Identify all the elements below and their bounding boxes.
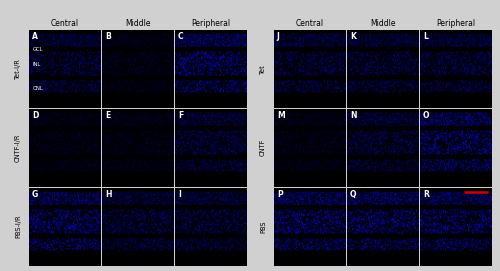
Text: M: M (277, 111, 284, 120)
Text: J: J (277, 32, 280, 41)
Text: F: F (178, 111, 183, 120)
Text: CNTF: CNTF (260, 139, 266, 156)
Text: Tet-I/R: Tet-I/R (15, 58, 21, 79)
Text: ONL: ONL (32, 86, 44, 92)
Text: B: B (105, 32, 110, 41)
Text: GCL: GCL (32, 47, 43, 52)
Text: O: O (423, 111, 430, 120)
Text: Middle: Middle (370, 19, 396, 28)
Text: D: D (32, 111, 38, 120)
Text: Q: Q (350, 190, 356, 199)
Text: Central: Central (50, 19, 79, 28)
Text: C: C (178, 32, 184, 41)
Text: PBS: PBS (260, 220, 266, 233)
Text: K: K (350, 32, 356, 41)
Text: Peripheral: Peripheral (191, 19, 230, 28)
Text: H: H (105, 190, 112, 199)
Text: PBS-I/R: PBS-I/R (15, 215, 21, 238)
Text: Middle: Middle (125, 19, 150, 28)
Text: I: I (178, 190, 180, 199)
Text: CNTF-I/R: CNTF-I/R (15, 133, 21, 162)
Text: E: E (105, 111, 110, 120)
Text: L: L (423, 32, 428, 41)
Text: INL: INL (32, 62, 41, 67)
Text: Peripheral: Peripheral (436, 19, 476, 28)
Text: Central: Central (296, 19, 324, 28)
Text: P: P (277, 190, 282, 199)
Text: N: N (350, 111, 356, 120)
Text: R: R (423, 190, 428, 199)
Text: A: A (32, 32, 38, 41)
Text: G: G (32, 190, 38, 199)
Text: Tet: Tet (260, 64, 266, 74)
